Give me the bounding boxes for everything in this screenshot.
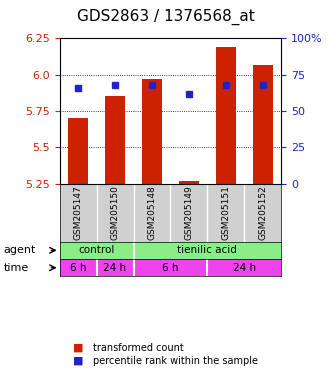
- Text: GSM205147: GSM205147: [73, 185, 82, 240]
- Text: 6 h: 6 h: [70, 263, 86, 273]
- Text: GSM205150: GSM205150: [111, 185, 119, 240]
- Text: GSM205152: GSM205152: [259, 185, 267, 240]
- Bar: [253, 65, 273, 184]
- Text: time: time: [3, 263, 28, 273]
- Text: control: control: [78, 245, 115, 255]
- Text: transformed count: transformed count: [93, 343, 183, 353]
- Text: GSM205148: GSM205148: [148, 185, 157, 240]
- Bar: [179, 180, 199, 184]
- Bar: [216, 47, 236, 184]
- Bar: [105, 96, 125, 184]
- Text: GSM205149: GSM205149: [184, 185, 193, 240]
- Text: GSM205151: GSM205151: [221, 185, 230, 240]
- Text: tienilic acid: tienilic acid: [177, 245, 237, 255]
- Text: percentile rank within the sample: percentile rank within the sample: [93, 356, 258, 366]
- Text: 6 h: 6 h: [162, 263, 179, 273]
- Text: 24 h: 24 h: [104, 263, 126, 273]
- Text: ■: ■: [73, 343, 83, 353]
- Text: ■: ■: [73, 356, 83, 366]
- Bar: [68, 118, 88, 184]
- Text: agent: agent: [3, 245, 36, 255]
- Text: GDS2863 / 1376568_at: GDS2863 / 1376568_at: [76, 9, 255, 25]
- Text: 24 h: 24 h: [233, 263, 256, 273]
- Bar: [142, 79, 162, 184]
